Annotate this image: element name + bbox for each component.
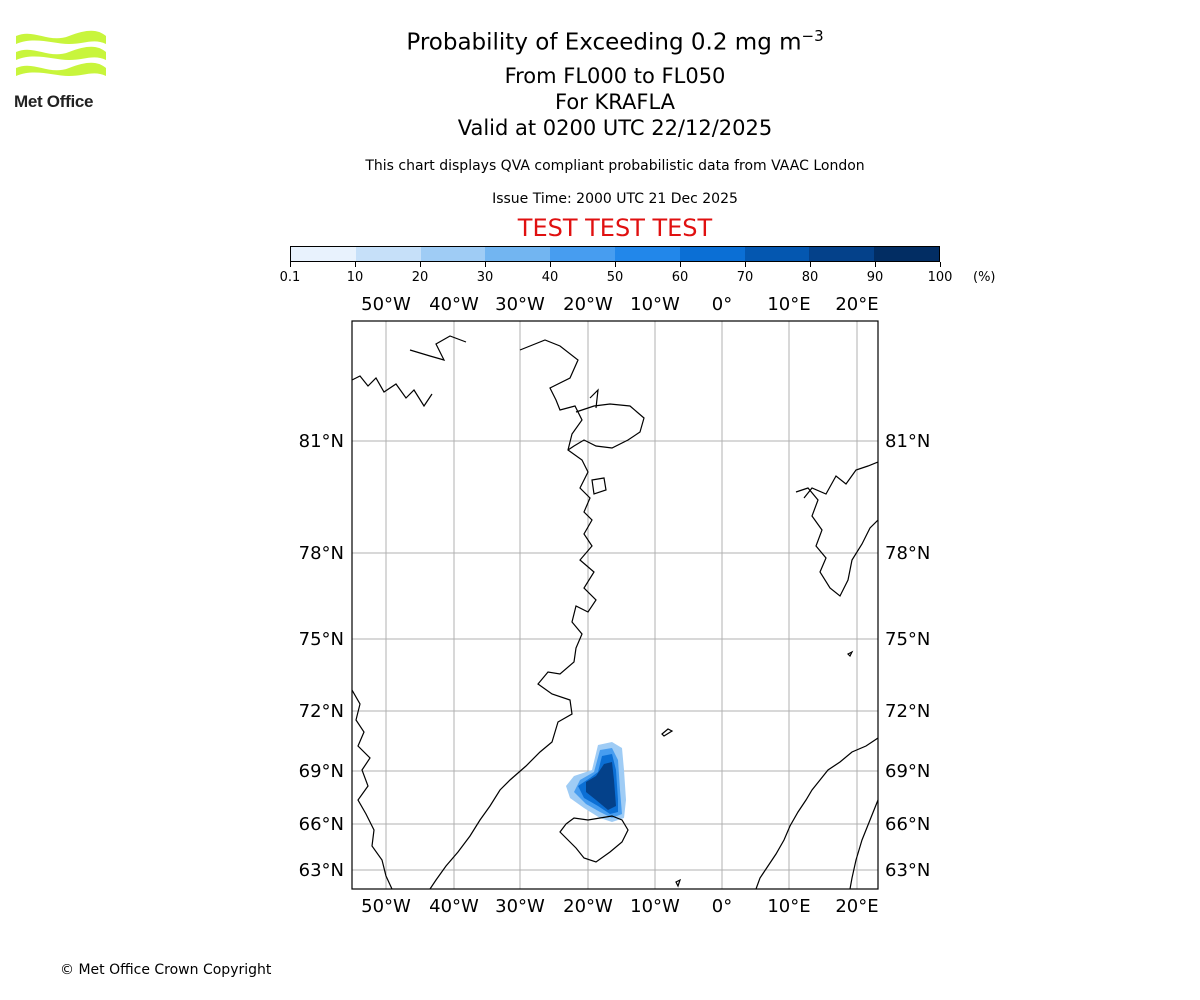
logo-text: Met Office	[14, 92, 94, 111]
colorbar-tick-label: 50	[606, 270, 624, 285]
colorbar-tick	[419, 262, 421, 267]
latitude-label: 75°N	[885, 629, 930, 650]
colorbar-tick	[874, 262, 876, 267]
longitude-label: 30°W	[495, 896, 545, 917]
colorbar-segment	[679, 247, 745, 261]
longitude-label: 10°E	[767, 294, 810, 315]
longitude-labels-top: 50°W 40°W 30°W 20°W 10°W 0° 10°E 20°E	[361, 294, 878, 315]
longitude-label: 50°W	[361, 896, 411, 917]
longitude-label: 0°	[712, 294, 732, 315]
longitude-label: 10°E	[767, 896, 810, 917]
latitude-label: 72°N	[885, 701, 930, 722]
latitude-label: 66°N	[885, 814, 930, 835]
colorbar-segment	[874, 247, 939, 261]
latitude-label: 69°N	[299, 761, 344, 782]
longitude-label: 10°W	[630, 896, 680, 917]
colorbar-segment	[420, 247, 486, 261]
chart-title-exponent: −3	[801, 27, 824, 45]
colorbar-tick	[549, 262, 551, 267]
colorbar-segment	[809, 247, 875, 261]
longitude-label: 20°E	[835, 896, 878, 917]
latitude-labels-right: 81°N 78°N 75°N 72°N 69°N 66°N 63°N	[885, 431, 930, 881]
latitude-label: 78°N	[299, 543, 344, 564]
latitude-label: 63°N	[299, 860, 344, 881]
colorbar-tick-label: 70	[736, 270, 754, 285]
colorbar-segment	[744, 247, 810, 261]
longitude-label: 20°W	[563, 294, 613, 315]
valid-time: Valid at 0200 UTC 22/12/2025	[457, 116, 773, 140]
chart-description: This chart displays QVA compliant probab…	[365, 158, 865, 174]
colorbar-tick-label: 40	[541, 270, 559, 285]
latitude-label: 81°N	[299, 431, 344, 452]
colorbar-tick-label: 90	[866, 270, 884, 285]
colorbar-tick	[289, 262, 291, 267]
longitude-label: 40°W	[429, 294, 479, 315]
met-office-logo	[16, 30, 106, 76]
copyright-notice: © Met Office Crown Copyright	[60, 962, 272, 978]
latitude-label: 69°N	[885, 761, 930, 782]
colorbar-tick	[484, 262, 486, 267]
colorbar-segment	[355, 247, 421, 261]
longitude-label: 40°W	[429, 896, 479, 917]
longitude-label: 20°E	[835, 294, 878, 315]
latitude-label: 63°N	[885, 860, 930, 881]
colorbar-segment	[614, 247, 680, 261]
colorbar-tick	[939, 262, 941, 267]
issue-time: Issue Time: 2000 UTC 21 Dec 2025	[492, 191, 738, 207]
longitude-label: 10°W	[630, 294, 680, 315]
colorbar-tick	[744, 262, 746, 267]
longitude-label: 20°W	[563, 896, 613, 917]
coastlines	[352, 335, 878, 889]
latitude-label: 72°N	[299, 701, 344, 722]
colorbar-tick-label: 80	[801, 270, 819, 285]
flight-levels: From FL000 to FL050	[504, 64, 726, 88]
latitude-label: 66°N	[299, 814, 344, 835]
longitude-label: 30°W	[495, 294, 545, 315]
colorbar-ticks: 0.1 10 20 30 40 50 60 70 80 90 100	[0, 262, 1200, 292]
colorbar-tick-label: 20	[411, 270, 429, 285]
colorbar-tick	[614, 262, 616, 267]
colorbar-tick-label: 100	[927, 270, 953, 285]
colorbar-tick	[354, 262, 356, 267]
latitude-label: 78°N	[885, 543, 930, 564]
longitude-labels-bottom: 50°W 40°W 30°W 20°W 10°W 0° 10°E 20°E	[361, 896, 878, 917]
colorbar-tick-label: 0.1	[279, 270, 301, 285]
volcano-name: For KRAFLA	[555, 90, 675, 114]
colorbar-segment	[485, 247, 551, 261]
colorbar-tick-label: 30	[476, 270, 494, 285]
colorbar-segment	[291, 247, 356, 261]
chart-title-text: Probability of Exceeding 0.2 mg m	[406, 29, 802, 56]
colorbar-segment	[550, 247, 615, 261]
latitude-label: 81°N	[885, 431, 930, 452]
colorbar-tick	[809, 262, 811, 267]
colorbar-tick-label: 60	[671, 270, 689, 285]
colorbar-tick	[679, 262, 681, 267]
latitude-labels-left: 81°N 78°N 75°N 72°N 69°N 66°N 63°N	[299, 431, 344, 881]
latitude-label: 75°N	[299, 629, 344, 650]
ash-plume	[566, 742, 626, 822]
longitude-label: 0°	[712, 896, 732, 917]
colorbar-unit: (%)	[973, 270, 996, 285]
chart-title: Probability of Exceeding 0.2 mg m−3	[0, 27, 1200, 56]
probability-colorbar	[290, 246, 940, 262]
longitude-label: 50°W	[361, 294, 411, 315]
colorbar-tick-label: 10	[346, 270, 364, 285]
map-frame	[351, 320, 879, 890]
test-banner: TEST TEST TEST	[517, 214, 713, 242]
